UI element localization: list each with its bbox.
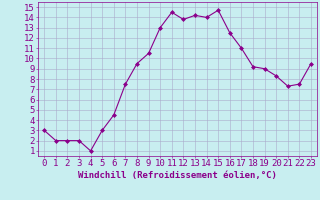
X-axis label: Windchill (Refroidissement éolien,°C): Windchill (Refroidissement éolien,°C)	[78, 171, 277, 180]
